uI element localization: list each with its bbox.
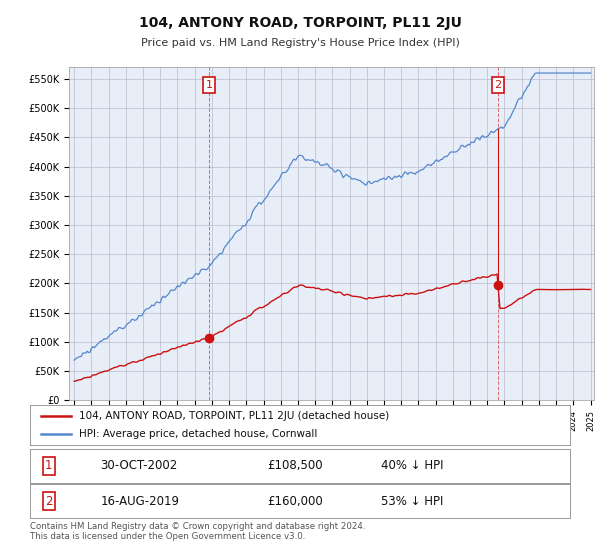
Text: 2: 2 xyxy=(494,80,502,90)
Text: Contains HM Land Registry data © Crown copyright and database right 2024.
This d: Contains HM Land Registry data © Crown c… xyxy=(30,522,365,542)
Text: 40% ↓ HPI: 40% ↓ HPI xyxy=(381,459,443,473)
Text: 1: 1 xyxy=(45,459,53,473)
Text: 104, ANTONY ROAD, TORPOINT, PL11 2JU (detached house): 104, ANTONY ROAD, TORPOINT, PL11 2JU (de… xyxy=(79,411,389,421)
Text: 1: 1 xyxy=(205,80,212,90)
Text: Price paid vs. HM Land Registry's House Price Index (HPI): Price paid vs. HM Land Registry's House … xyxy=(140,38,460,48)
Text: 16-AUG-2019: 16-AUG-2019 xyxy=(100,494,179,508)
Text: £160,000: £160,000 xyxy=(268,494,323,508)
Text: 30-OCT-2002: 30-OCT-2002 xyxy=(100,459,178,473)
Text: HPI: Average price, detached house, Cornwall: HPI: Average price, detached house, Corn… xyxy=(79,430,317,439)
Text: £108,500: £108,500 xyxy=(268,459,323,473)
Text: 2: 2 xyxy=(45,494,53,508)
Text: 53% ↓ HPI: 53% ↓ HPI xyxy=(381,494,443,508)
Text: 104, ANTONY ROAD, TORPOINT, PL11 2JU: 104, ANTONY ROAD, TORPOINT, PL11 2JU xyxy=(139,16,461,30)
